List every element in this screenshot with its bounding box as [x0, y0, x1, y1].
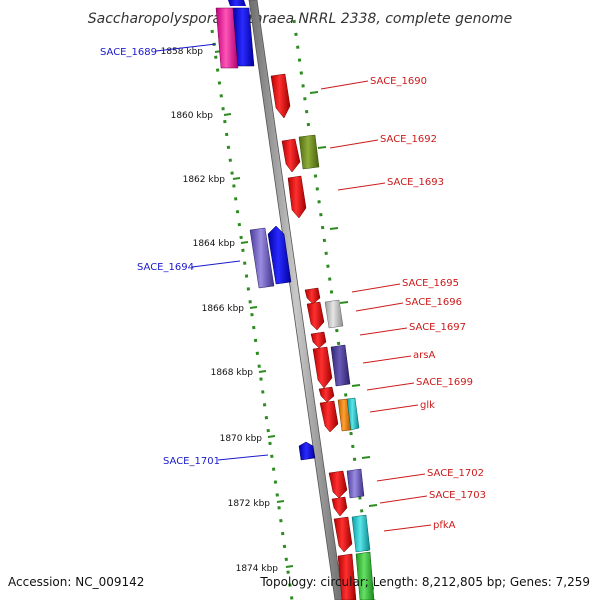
leader-line: [155, 43, 217, 52]
genome-title: Saccharopolyspora erythraea NRRL 2338, c…: [88, 11, 513, 27]
gene-arrow-red: [333, 516, 353, 553]
leader-line: [379, 495, 428, 504]
gene-arrow-red: [331, 496, 348, 517]
tick-mark: [309, 91, 319, 94]
tick-label: 1858 kbp: [161, 47, 204, 57]
gene-label-sace-1694: SACE_1694: [137, 262, 194, 273]
gene-arrow: [228, 0, 246, 6]
tick-mark: [351, 384, 361, 387]
track-dots: [210, 19, 376, 600]
gene-label-sace-1701: SACE_1701: [163, 456, 220, 467]
gene-arrow-green: [355, 551, 375, 600]
gene-label-sace-1693: SACE_1693: [387, 177, 444, 188]
gene-arrow-red: [287, 175, 307, 219]
gene-arrow-gray: [324, 299, 344, 329]
tick-mark: [329, 227, 339, 230]
leader-line: [191, 260, 241, 268]
gene-label-sace-1699: SACE_1699: [416, 377, 473, 388]
leader-line: [369, 404, 419, 413]
tick-mark: [223, 113, 232, 116]
accession-text: Accession: NC_009142: [8, 575, 144, 589]
gene-arrow-purple: [346, 468, 365, 499]
leader-line: [337, 182, 386, 191]
topology-text: Topology: circular; Length: 8,212,805 bp…: [259, 575, 590, 589]
gene-arrow-red: [310, 331, 327, 349]
gene-arrow-blue: [267, 225, 292, 285]
genome-backbone: [248, 0, 344, 600]
tick-mark: [317, 146, 327, 149]
gene-label-pfka: pfkA: [433, 520, 456, 531]
leader-line: [355, 302, 404, 312]
leader-line: [217, 454, 269, 461]
gene-arrow-blue: [232, 7, 255, 67]
gene-arrow-red: [304, 287, 321, 305]
gene-arrow-pink: [215, 7, 239, 69]
tick-labels: 1858 kbp 1860 kbp 1862 kbp 1864 kbp 1866…: [161, 47, 279, 574]
gene-label-sace-1692: SACE_1692: [380, 134, 437, 145]
leader-line: [329, 139, 379, 149]
genes: [215, 0, 375, 600]
tick-mark: [249, 306, 258, 309]
tick-mark: [258, 370, 267, 373]
gene-arrow-red: [318, 386, 335, 403]
gene-label-arsa: arsA: [413, 350, 435, 361]
left-gene-labels: SACE_1689 SACE_1694 SACE_1701: [100, 43, 269, 467]
gene-label-sace-1697: SACE_1697: [409, 322, 466, 333]
tick-label: 1866 kbp: [202, 304, 245, 314]
leader-line: [320, 80, 369, 90]
tick-mark: [267, 435, 276, 438]
gene-arrow-red: [281, 138, 301, 173]
tick-label: 1874 kbp: [236, 564, 279, 574]
tick-marks: [214, 50, 378, 568]
leader-line: [359, 327, 408, 336]
tick-label: 1868 kbp: [211, 368, 254, 378]
gene-arrow-darkpurple: [330, 344, 351, 387]
gene-label-sace-1703: SACE_1703: [429, 490, 486, 501]
leader-line: [366, 382, 415, 391]
gene-arrow-blue: [298, 441, 316, 461]
gene-arrow-red: [319, 400, 339, 433]
gene-arrow-red: [306, 301, 325, 331]
gene-label-sace-1696: SACE_1696: [405, 297, 462, 308]
tick-mark: [240, 241, 249, 244]
tick-label: 1872 kbp: [228, 499, 271, 509]
tick-mark: [361, 456, 371, 459]
gene-arrow-teal: [346, 397, 360, 431]
leader-line: [351, 283, 401, 293]
gene-label-sace-1695: SACE_1695: [402, 278, 459, 289]
gene-arrow-purple: [249, 227, 275, 289]
gene-label-sace-1689: SACE_1689: [100, 47, 157, 58]
leader-line: [383, 524, 432, 532]
gene-label-glk: glk: [420, 400, 435, 411]
leader-line: [376, 473, 426, 482]
gene-label-sace-1702: SACE_1702: [427, 468, 484, 479]
tick-mark: [368, 504, 378, 507]
gene-arrow-teal: [351, 514, 371, 553]
gene-label-sace-1690: SACE_1690: [370, 76, 427, 87]
gene-arrow-olive: [298, 134, 320, 170]
tick-label: 1870 kbp: [220, 434, 263, 444]
gene-arrow-red: [270, 73, 291, 119]
gene-arrow-red: [328, 470, 348, 499]
tick-label: 1864 kbp: [193, 239, 236, 249]
right-gene-labels: SACE_1690 SACE_1692 SACE_1693 SACE_1695 …: [320, 76, 486, 532]
left-dotted-track: [210, 29, 294, 600]
tick-mark: [285, 565, 294, 568]
tick-mark: [232, 177, 241, 180]
gene-arrow-red: [312, 346, 333, 389]
tick-mark: [276, 500, 285, 503]
gene-arrow-red: [337, 553, 357, 600]
tick-label: 1860 kbp: [171, 111, 214, 121]
tick-mark: [339, 301, 349, 304]
leader-line: [362, 355, 412, 364]
tick-label: 1862 kbp: [183, 175, 226, 185]
